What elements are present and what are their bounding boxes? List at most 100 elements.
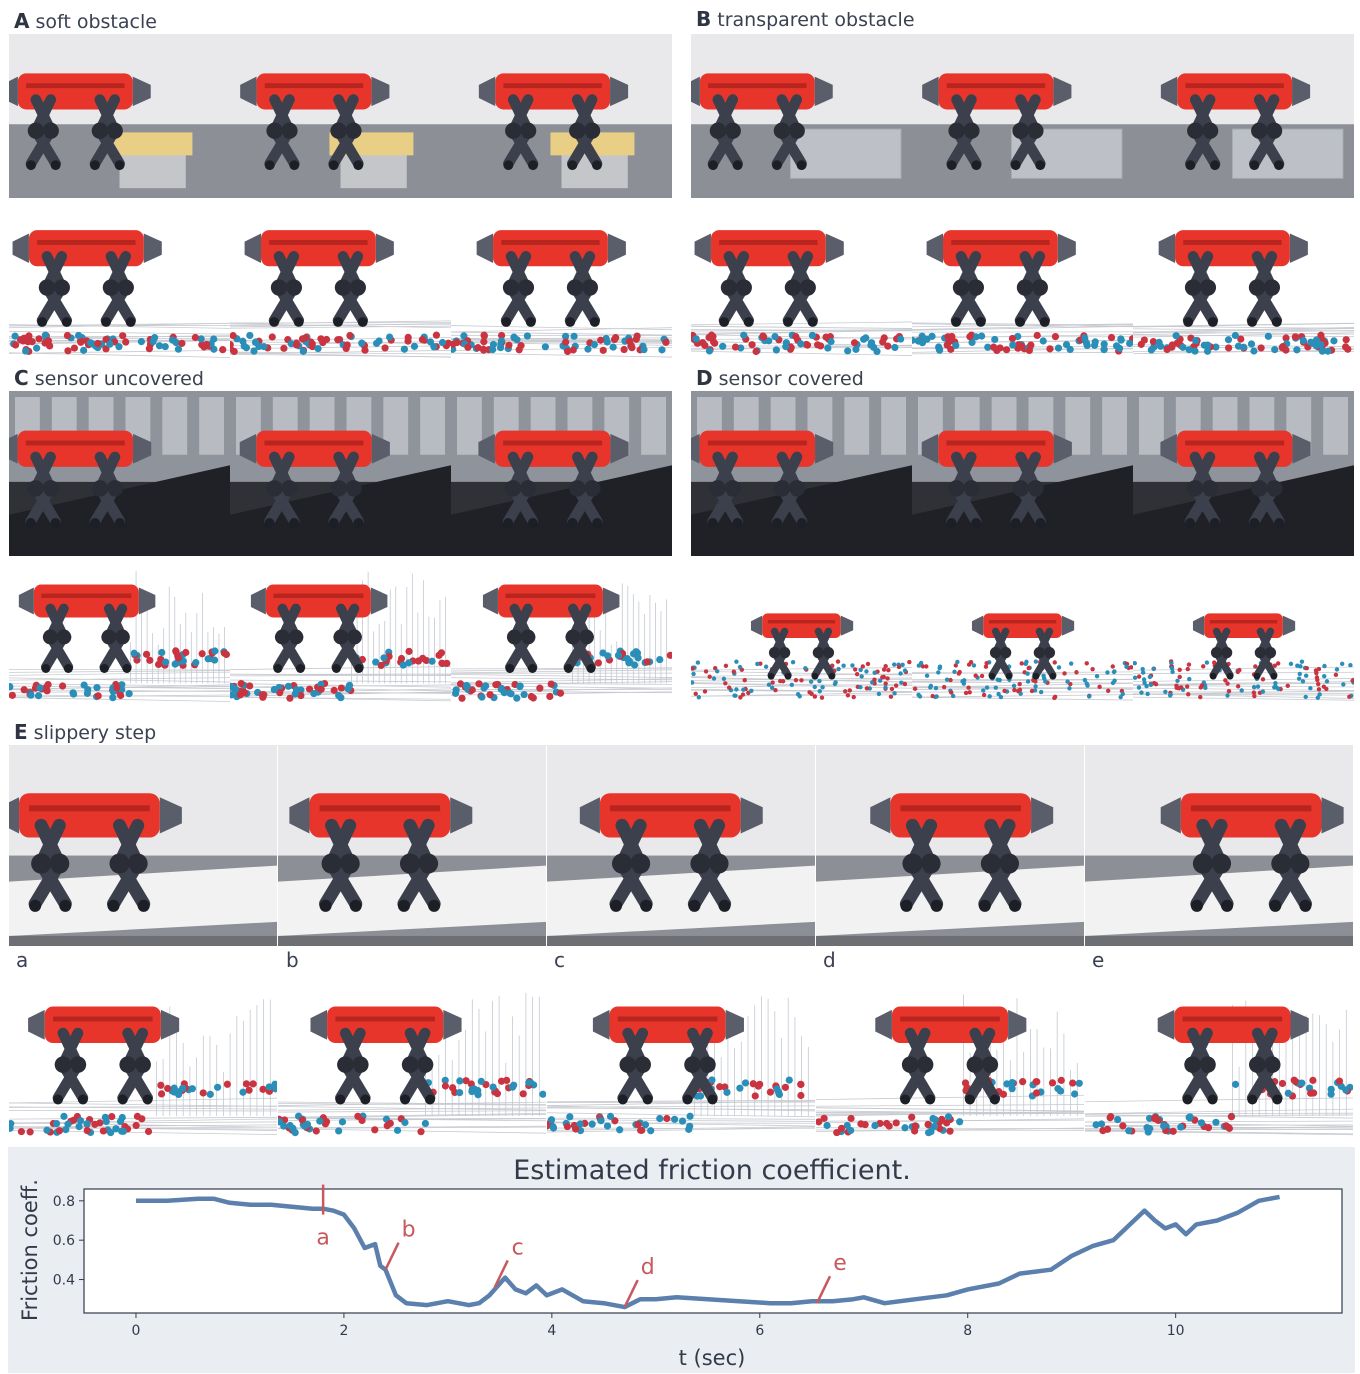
point-marker	[9, 1120, 15, 1128]
point-marker	[864, 669, 869, 674]
point-marker	[456, 680, 465, 688]
point-marker	[945, 338, 953, 346]
point-marker	[865, 661, 871, 667]
point-marker	[845, 693, 851, 698]
point-marker	[702, 689, 708, 694]
point-marker	[912, 686, 918, 691]
point-marker	[1016, 688, 1021, 694]
point-marker	[995, 677, 1000, 682]
photo-frame	[9, 745, 277, 946]
point-marker	[911, 1122, 919, 1130]
point-marker	[1293, 346, 1301, 354]
point-marker	[886, 667, 891, 673]
point-marker	[775, 1090, 784, 1099]
point-cloud-frame	[691, 560, 912, 706]
point-marker	[916, 692, 921, 697]
point-marker	[525, 1079, 533, 1087]
point-marker	[1321, 684, 1327, 689]
point-marker	[322, 1118, 331, 1126]
point-marker	[17, 1127, 26, 1136]
point-marker	[968, 659, 974, 665]
point-marker	[122, 338, 130, 346]
point-marker	[1225, 693, 1230, 698]
point-marker	[36, 684, 44, 692]
annotation-arrow	[493, 1259, 509, 1288]
point-marker	[1065, 679, 1070, 684]
point-marker	[1322, 673, 1327, 679]
point-marker	[1143, 1124, 1151, 1132]
point-marker	[901, 1124, 909, 1132]
point-marker	[972, 333, 980, 341]
point-marker	[43, 1126, 51, 1134]
point-marker	[936, 346, 944, 354]
point-marker	[510, 333, 518, 341]
point-marker	[509, 1083, 517, 1091]
point-marker	[1033, 659, 1039, 664]
point-marker	[76, 1117, 85, 1125]
point-marker	[892, 691, 897, 696]
point-marker	[1003, 1080, 1011, 1088]
point-marker	[1185, 346, 1193, 354]
photo-frame	[230, 391, 451, 556]
point-marker	[819, 695, 825, 700]
point-marker	[1299, 336, 1307, 345]
point-marker	[823, 1121, 831, 1130]
point-marker	[907, 659, 912, 665]
point-marker	[59, 682, 67, 690]
point-marker	[686, 1112, 694, 1120]
point-marker	[316, 1117, 324, 1125]
point-marker	[69, 689, 77, 697]
point-marker	[478, 693, 486, 701]
robot-illustration	[1192, 613, 1296, 680]
point-marker	[948, 677, 953, 683]
robot-illustration	[18, 584, 156, 673]
robot-illustration	[478, 73, 629, 171]
point-marker	[934, 694, 939, 699]
point-marker	[11, 341, 20, 349]
point-marker	[962, 678, 967, 683]
point-marker	[268, 333, 276, 341]
point-marker	[1330, 337, 1338, 345]
point-marker	[797, 1080, 805, 1089]
point-marker	[946, 1127, 954, 1135]
point-marker	[432, 331, 441, 339]
point-marker	[1150, 1114, 1159, 1123]
chart-title: Estimated friction coefficient.	[513, 1155, 911, 1186]
point-marker	[230, 347, 238, 356]
point-marker	[872, 670, 877, 675]
point-marker	[1125, 1127, 1133, 1135]
annotation-label: d	[641, 1255, 655, 1280]
point-marker	[35, 335, 43, 343]
point-marker	[847, 1114, 855, 1123]
point-marker	[1033, 331, 1041, 340]
point-marker	[1260, 677, 1266, 682]
point-marker	[310, 689, 318, 698]
point-marker	[1153, 682, 1159, 687]
point-marker	[941, 684, 947, 690]
point-marker	[1222, 1122, 1230, 1130]
point-marker	[377, 661, 385, 670]
point-marker	[766, 682, 772, 687]
point-marker	[914, 337, 923, 345]
point-marker	[862, 334, 870, 342]
point-marker	[1273, 684, 1279, 690]
point-marker	[86, 339, 95, 347]
point-marker	[705, 347, 714, 355]
point-marker	[858, 685, 863, 690]
point-marker	[1170, 669, 1175, 675]
point-marker	[188, 1085, 196, 1093]
point-marker	[1271, 346, 1279, 354]
point-marker	[1052, 660, 1057, 665]
point-marker	[456, 1077, 464, 1085]
point-marker	[1011, 683, 1017, 689]
point-marker	[1124, 664, 1129, 669]
point-marker	[1147, 674, 1153, 680]
point-marker	[132, 1121, 140, 1130]
point-marker	[1252, 693, 1257, 699]
point-marker	[740, 692, 746, 697]
point-marker	[199, 1089, 207, 1097]
point-marker	[1033, 684, 1038, 689]
point-marker	[204, 655, 212, 663]
point-marker	[1322, 663, 1327, 669]
point-marker	[41, 339, 49, 347]
